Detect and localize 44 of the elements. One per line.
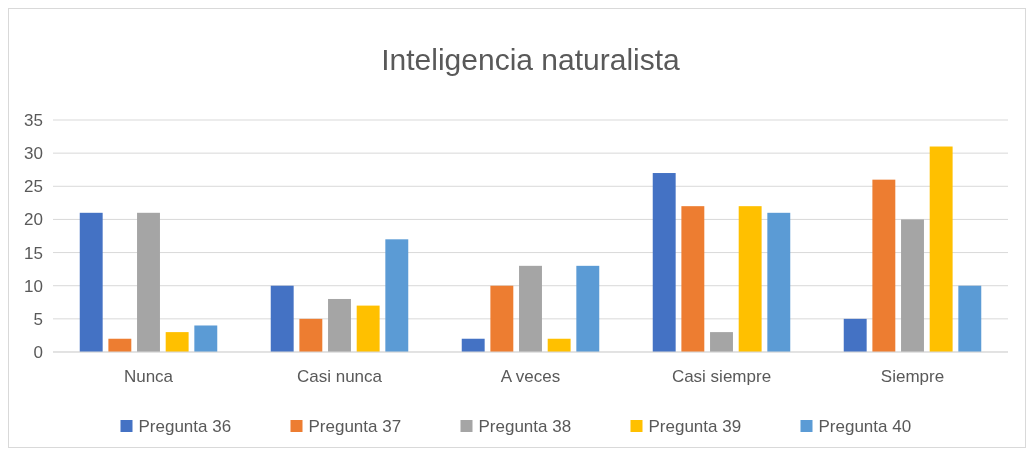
bar [299, 318, 323, 352]
bar [767, 212, 791, 352]
bar [901, 219, 924, 352]
legend-label: Pregunta 37 [308, 416, 402, 436]
y-tick-label: 10 [24, 276, 43, 296]
x-tick-label: Casi siempre [671, 367, 772, 386]
bar [194, 325, 218, 352]
bar [385, 239, 409, 352]
legend-label: Pregunta 40 [818, 416, 912, 436]
bar [79, 212, 103, 352]
bar [165, 332, 189, 352]
x-tick-label: Casi nunca [296, 367, 383, 386]
y-tick-label: 30 [24, 144, 43, 164]
bar [461, 338, 485, 352]
y-tick-label: 15 [24, 243, 43, 263]
x-tick-label: A veces [500, 367, 561, 386]
y-tick-label: 25 [24, 177, 43, 197]
bar [652, 173, 676, 352]
bar [547, 338, 571, 352]
bar [843, 318, 867, 352]
bar [872, 179, 896, 352]
y-tick-label: 5 [33, 309, 43, 329]
bar [710, 332, 733, 352]
bar [108, 338, 132, 352]
x-tick-label: Siempre [880, 367, 945, 386]
bar [738, 206, 762, 352]
y-tick-label: 35 [24, 110, 43, 130]
bar [137, 212, 160, 352]
bar [958, 285, 982, 352]
bar [270, 285, 294, 352]
bar [328, 298, 351, 352]
legend-label: Pregunta 38 [478, 416, 572, 436]
y-tick-label: 20 [24, 210, 43, 230]
legend-label: Pregunta 39 [648, 416, 742, 436]
bar [576, 265, 600, 352]
bar [490, 285, 514, 352]
legend-label: Pregunta 36 [138, 416, 232, 436]
y-tick-label: 0 [33, 342, 43, 362]
bar [681, 206, 705, 352]
bar [929, 146, 953, 352]
bar [519, 265, 542, 352]
x-tick-label: Nunca [123, 367, 174, 386]
chart-title: Inteligencia naturalista [381, 43, 681, 76]
bar [356, 305, 380, 352]
